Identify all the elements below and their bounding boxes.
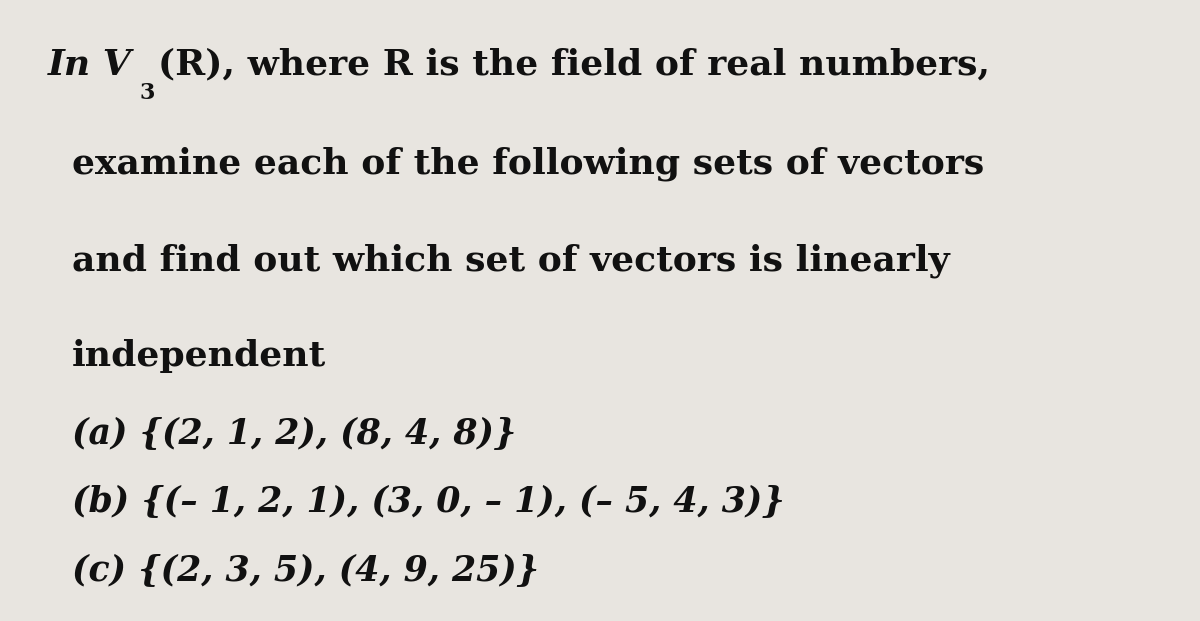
Text: (R), where R is the field of real numbers,: (R), where R is the field of real number… <box>158 48 990 81</box>
Text: (b) {(– 1, 2, 1), (3, 0, – 1), (– 5, 4, 3)}: (b) {(– 1, 2, 1), (3, 0, – 1), (– 5, 4, … <box>72 486 785 519</box>
Text: and find out which set of vectors is linearly: and find out which set of vectors is lin… <box>72 243 949 278</box>
Text: 3: 3 <box>139 83 155 104</box>
Text: (c) {(2, 3, 5), (4, 9, 25)}: (c) {(2, 3, 5), (4, 9, 25)} <box>72 554 539 587</box>
Text: In V: In V <box>48 48 132 81</box>
Text: (a) {(2, 1, 2), (8, 4, 8)}: (a) {(2, 1, 2), (8, 4, 8)} <box>72 417 516 451</box>
Text: independent: independent <box>72 340 326 373</box>
Text: examine each of the following sets of vectors: examine each of the following sets of ve… <box>72 147 984 181</box>
